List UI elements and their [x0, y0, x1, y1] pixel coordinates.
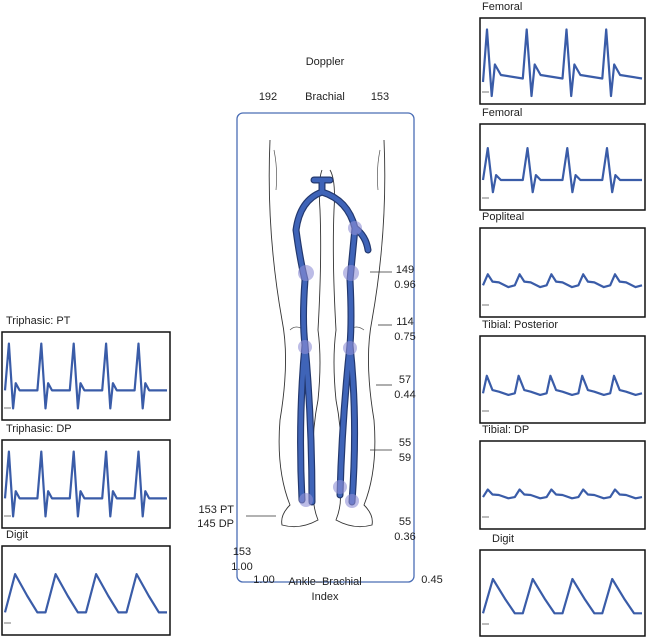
waveform-label: Triphasic: PT	[6, 315, 71, 327]
waveform	[3, 342, 167, 410]
waveform-label: Triphasic: DP	[6, 423, 72, 435]
waveform-label: Digit	[492, 533, 514, 545]
ratio-label: 59	[399, 452, 411, 464]
left-index-ratio: 1.00	[231, 561, 252, 573]
abi-right: 0.45	[421, 574, 442, 586]
pointer-lines	[246, 271, 392, 517]
waveform-label: Digit	[6, 529, 28, 541]
ratio-label: 0.75	[394, 331, 415, 343]
left-index-pressure: 153	[233, 546, 251, 558]
abi-label: Ankle–Brachial	[288, 576, 361, 588]
waveform-box	[479, 123, 646, 211]
left-ankle-dp: 145 DP	[197, 518, 234, 530]
abi-left: 1.00	[253, 574, 274, 586]
waveform	[481, 577, 642, 615]
waveform-box	[479, 440, 646, 530]
waveform-box	[479, 549, 646, 637]
ratio-label: 0.44	[394, 389, 415, 401]
waveform-label: Tibial: DP	[482, 424, 529, 436]
brachial-label: Brachial	[305, 91, 345, 103]
doppler-title: Doppler	[306, 56, 345, 68]
waveform-label: Popliteal	[482, 211, 524, 223]
pressure-label: 114	[396, 316, 414, 328]
waveform	[482, 488, 643, 500]
waveform	[481, 147, 642, 194]
waveform	[3, 573, 167, 614]
waveform	[3, 450, 167, 518]
ratio-label: 0.36	[394, 531, 415, 543]
pressure-label: 149	[396, 264, 414, 276]
brachial-left: 192	[259, 91, 277, 103]
ratio-label: 0.96	[394, 279, 415, 291]
pressure-label: 57	[399, 374, 411, 386]
waveform-label: Femoral	[482, 1, 522, 13]
waveform-box	[1, 331, 171, 421]
waveform	[481, 273, 643, 289]
brachial-right: 153	[371, 91, 389, 103]
waveform	[481, 28, 643, 98]
waveform-box	[479, 227, 646, 318]
waveform-box	[479, 335, 646, 424]
waveform-box	[479, 17, 646, 105]
left-ankle-pt: 153 PT	[199, 504, 235, 516]
waveform-box	[1, 545, 171, 636]
waveform-label: Tibial: Posterior	[482, 319, 558, 331]
waveform	[481, 374, 643, 396]
waveform-box	[1, 439, 171, 529]
pressure-label: 55	[399, 437, 411, 449]
abi-label: Index	[312, 591, 339, 603]
legs-frame	[236, 112, 415, 583]
probe-sites	[298, 221, 362, 508]
pressure-label: 55	[399, 516, 411, 528]
legs	[246, 139, 392, 528]
arteries	[293, 177, 371, 505]
waveform-label: Femoral	[482, 107, 522, 119]
